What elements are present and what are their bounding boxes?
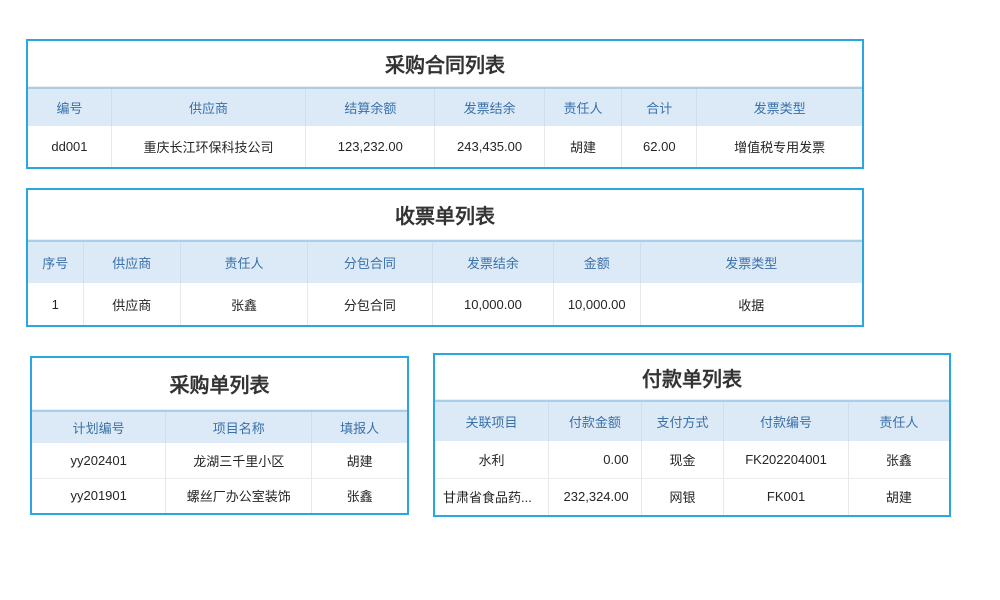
table-title: 采购合同列表 (28, 41, 862, 87)
table-cell: yy201901 (32, 477, 167, 513)
table-cell: 胡建 (346, 453, 373, 469)
table-cell: 10,000.00 (553, 283, 641, 325)
column-header: 供应商 (83, 240, 182, 283)
column-header: 编号 (28, 87, 112, 126)
table-cell: 1 (28, 283, 84, 325)
table-cell: 243,435.00 (434, 126, 545, 167)
table-cell: 胡建 (848, 477, 949, 515)
table-row[interactable]: dd001 重庆长江环保科技公司 123,232.00 243,435.00 胡… (28, 126, 862, 167)
table-cell: 0.00 (548, 441, 642, 478)
table-cell: 232,324.00 (548, 477, 642, 515)
table-cell: FK202204001 (723, 441, 849, 478)
table-row[interactable]: 水利 0.00 现金 FK202204001 张鑫 (435, 441, 949, 478)
header-row: 序号 供应商 责任人 分包合同 发票结余 金额 发票类型 (28, 240, 862, 283)
column-header: 项目名称 (165, 410, 313, 443)
column-header: 发票结余 (434, 87, 545, 126)
table-row[interactable]: 甘肃省食品药... 232,324.00 网银 FK001 胡建 (435, 477, 949, 515)
column-header: 结算余额 (305, 87, 436, 126)
table-cell: 10,000.00 (432, 283, 554, 325)
column-header: 支付方式 (641, 400, 725, 441)
column-header: 供应商 (111, 87, 307, 126)
receipt-note-table: 收票单列表 序号 供应商 责任人 分包合同 发票结余 金额 发票类型 1 供应商… (26, 188, 864, 327)
table-cell: 水利 (435, 441, 550, 478)
column-header: 责任人 (848, 400, 949, 441)
table-row[interactable]: yy201901 螺丝厂办公室装饰 张鑫 (32, 477, 407, 513)
payment-note-grid: 关联项目 付款金额 支付方式 付款编号 责任人 水利 0.00 现金 FK202… (435, 400, 949, 515)
table-title: 采购单列表 (32, 358, 407, 410)
table-cell: 分包合同 (307, 283, 433, 325)
column-header: 合计 (621, 87, 698, 126)
column-header: 序号 (28, 240, 84, 283)
table-cell: 收据 (738, 297, 765, 313)
header-row: 编号 供应商 结算余额 发票结余 责任人 合计 发票类型 (28, 87, 862, 126)
table-row[interactable]: 1 供应商 张鑫 分包合同 10,000.00 10,000.00 收据 (28, 283, 862, 325)
table-cell: FK001 (723, 477, 849, 515)
table-cell: 供应商 (83, 283, 182, 325)
receipt-note-grid: 序号 供应商 责任人 分包合同 发票结余 金额 发票类型 1 供应商 张鑫 分包… (28, 240, 862, 325)
table-title: 付款单列表 (435, 355, 949, 400)
table-cell: dd001 (28, 126, 112, 167)
table-cell: 张鑫 (180, 283, 308, 325)
table-cell: 网银 (641, 477, 725, 515)
table-title: 收票单列表 (28, 190, 862, 240)
table-cell: 螺丝厂办公室装饰 (165, 477, 313, 513)
table-cell: 现金 (641, 441, 725, 478)
header-row: 计划编号 项目名称 填报人 (32, 410, 407, 443)
table-cell: 123,232.00 (305, 126, 436, 167)
purchase-order-grid: 计划编号 项目名称 填报人 yy202401 龙湖三千里小区 胡建 yy2019… (32, 410, 407, 513)
column-header: 付款金额 (548, 400, 642, 441)
purchase-order-table: 采购单列表 计划编号 项目名称 填报人 yy202401 龙湖三千里小区 胡建 … (30, 356, 409, 515)
column-header: 发票结余 (432, 240, 554, 283)
column-header: 分包合同 (307, 240, 433, 283)
column-header: 金额 (553, 240, 641, 283)
table-cell: 重庆长江环保科技公司 (111, 126, 307, 167)
column-header: 发票类型 (696, 87, 862, 126)
column-header: 付款编号 (723, 400, 849, 441)
table-cell: 张鑫 (311, 477, 407, 513)
table-cell: yy202401 (32, 443, 167, 478)
purchase-contract-table: 采购合同列表 编号 供应商 结算余额 发票结余 责任人 合计 发票类型 dd00… (26, 39, 864, 169)
column-header: 发票类型 (640, 240, 862, 283)
table-row[interactable]: yy202401 龙湖三千里小区 胡建 (32, 443, 407, 478)
column-header: 计划编号 (32, 410, 167, 443)
purchase-contract-grid: 编号 供应商 结算余额 发票结余 责任人 合计 发票类型 dd001 重庆长江环… (28, 87, 862, 167)
table-cell: 增值税专用发票 (734, 140, 826, 155)
header-row: 关联项目 付款金额 支付方式 付款编号 责任人 (435, 400, 949, 441)
column-header: 填报人 (311, 410, 407, 443)
table-cell: 张鑫 (885, 452, 912, 468)
column-header: 责任人 (180, 240, 308, 283)
column-header: 责任人 (544, 87, 623, 126)
table-cell: 62.00 (621, 126, 698, 167)
table-cell: 龙湖三千里小区 (165, 443, 313, 478)
table-cell: 胡建 (544, 126, 623, 167)
payment-note-table: 付款单列表 关联项目 付款金额 支付方式 付款编号 责任人 水利 0.00 现金… (433, 353, 951, 517)
column-header: 关联项目 (435, 400, 550, 441)
table-cell: 甘肃省食品药... (435, 477, 550, 515)
